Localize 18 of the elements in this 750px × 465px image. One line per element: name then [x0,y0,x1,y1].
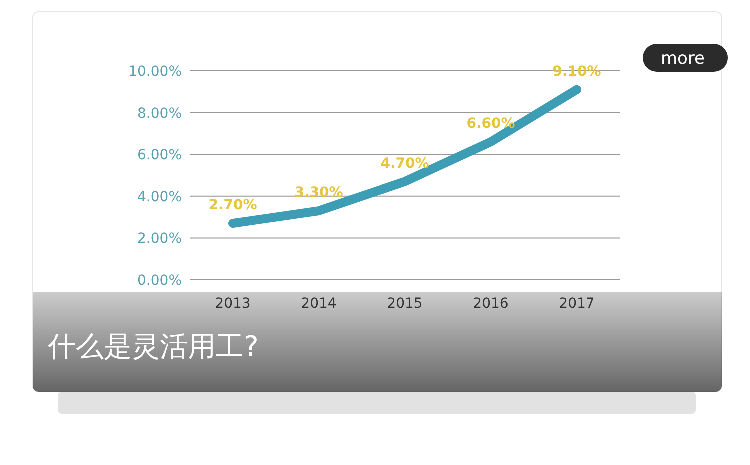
data-label: 2.70% [208,198,258,214]
data-label: 6.60% [466,116,516,132]
data-label: 3.30% [294,185,344,202]
data-label: 9.10% [552,64,602,80]
x-tick-label: 2016 [473,296,509,312]
y-tick-label: 10.00% [128,64,182,80]
y-tick-label: 2.00% [138,231,182,248]
x-tick-label: 2015 [387,296,423,312]
text: more [660,49,706,69]
y-tick-label: 8.00% [138,106,182,122]
x-tick-label: 2014 [301,296,337,312]
x-tick-label: 2013 [215,296,251,312]
y-tick-label: 4.00% [138,189,182,206]
y-tick-label: 6.00% [138,148,182,164]
x-tick-label: 2017 [559,296,595,312]
text: 什么是灵活用工? [48,329,259,365]
data-label: 4.70% [380,156,430,172]
y-tick-label: 0.00% [138,273,182,289]
